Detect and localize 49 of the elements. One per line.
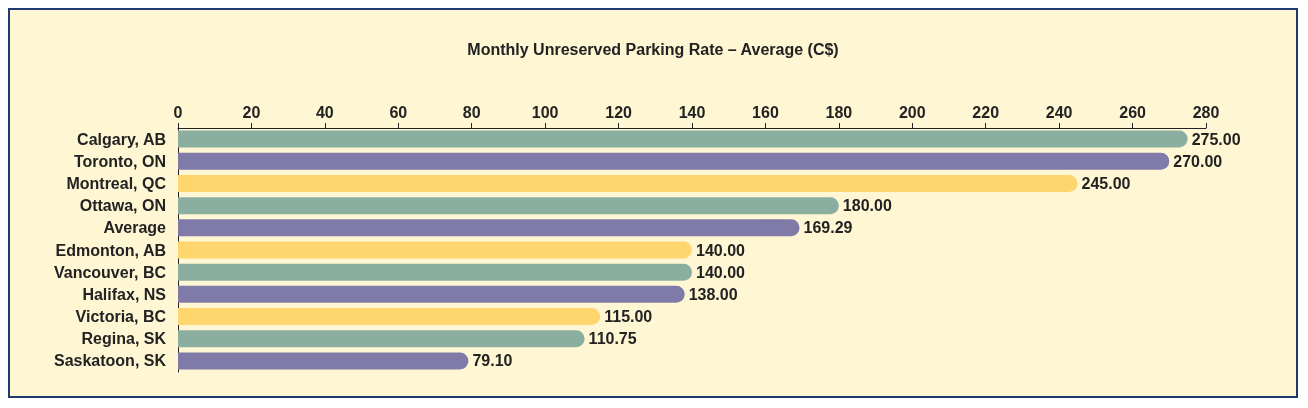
y-tick-label: Saskatoon, SK — [53, 352, 167, 370]
y-tick-label: Victoria, BC — [75, 308, 167, 326]
x-tick-label: 120 — [605, 103, 633, 121]
data-label: 115.00 — [604, 308, 653, 326]
x-tick-label: 280 — [1192, 103, 1220, 121]
data-label: 245.00 — [1081, 174, 1131, 192]
data-label: 110.75 — [588, 330, 637, 348]
y-tick-label: Average — [103, 219, 167, 237]
x-tick-label: 140 — [678, 103, 706, 121]
bar — [178, 285, 685, 303]
x-tick-label: 60 — [389, 103, 408, 121]
x-tick-label: 80 — [462, 103, 481, 121]
data-label: 169.29 — [803, 219, 853, 237]
y-tick-label: Calgary, AB — [77, 130, 166, 148]
y-tick-label: Edmonton, AB — [55, 241, 166, 259]
x-tick-label: 240 — [1045, 103, 1073, 121]
y-tick-label: Ottawa, ON — [79, 197, 166, 215]
y-tick-label: Vancouver, BC — [53, 263, 167, 281]
x-tick-label: 100 — [531, 103, 559, 121]
x-tick-label: 20 — [242, 103, 261, 121]
x-tick-label: 260 — [1119, 103, 1147, 121]
bar — [178, 174, 1078, 192]
y-tick-label: Toronto, ON — [73, 152, 166, 170]
bar — [178, 197, 839, 215]
x-tick-label: 0 — [173, 103, 183, 121]
y-tick-label: Halifax, NS — [82, 285, 167, 303]
bar — [178, 130, 1188, 148]
data-label: 270.00 — [1173, 152, 1223, 170]
data-label: 79.10 — [472, 352, 513, 370]
data-label: 275.00 — [1191, 130, 1241, 148]
x-tick-label: 220 — [972, 103, 1000, 121]
x-tick-label: 160 — [752, 103, 779, 121]
x-tick-label: 200 — [898, 103, 926, 121]
x-tick-label: 180 — [825, 103, 853, 121]
bar — [178, 308, 601, 326]
chart-title: Monthly Unreserved Parking Rate – Average (C$) — [467, 40, 839, 58]
bar — [178, 152, 1170, 170]
data-label: 140.00 — [696, 263, 746, 281]
y-tick-label: Montreal, QC — [66, 174, 167, 192]
bar — [178, 241, 692, 259]
data-label: 138.00 — [688, 285, 738, 303]
bar — [178, 219, 800, 237]
y-tick-label: Regina, SK — [81, 330, 167, 348]
data-label: 180.00 — [842, 197, 892, 215]
bar — [178, 263, 692, 281]
bar — [178, 352, 469, 370]
bar — [178, 330, 585, 348]
x-tick-label: 40 — [315, 103, 334, 121]
data-label: 140.00 — [696, 241, 746, 259]
